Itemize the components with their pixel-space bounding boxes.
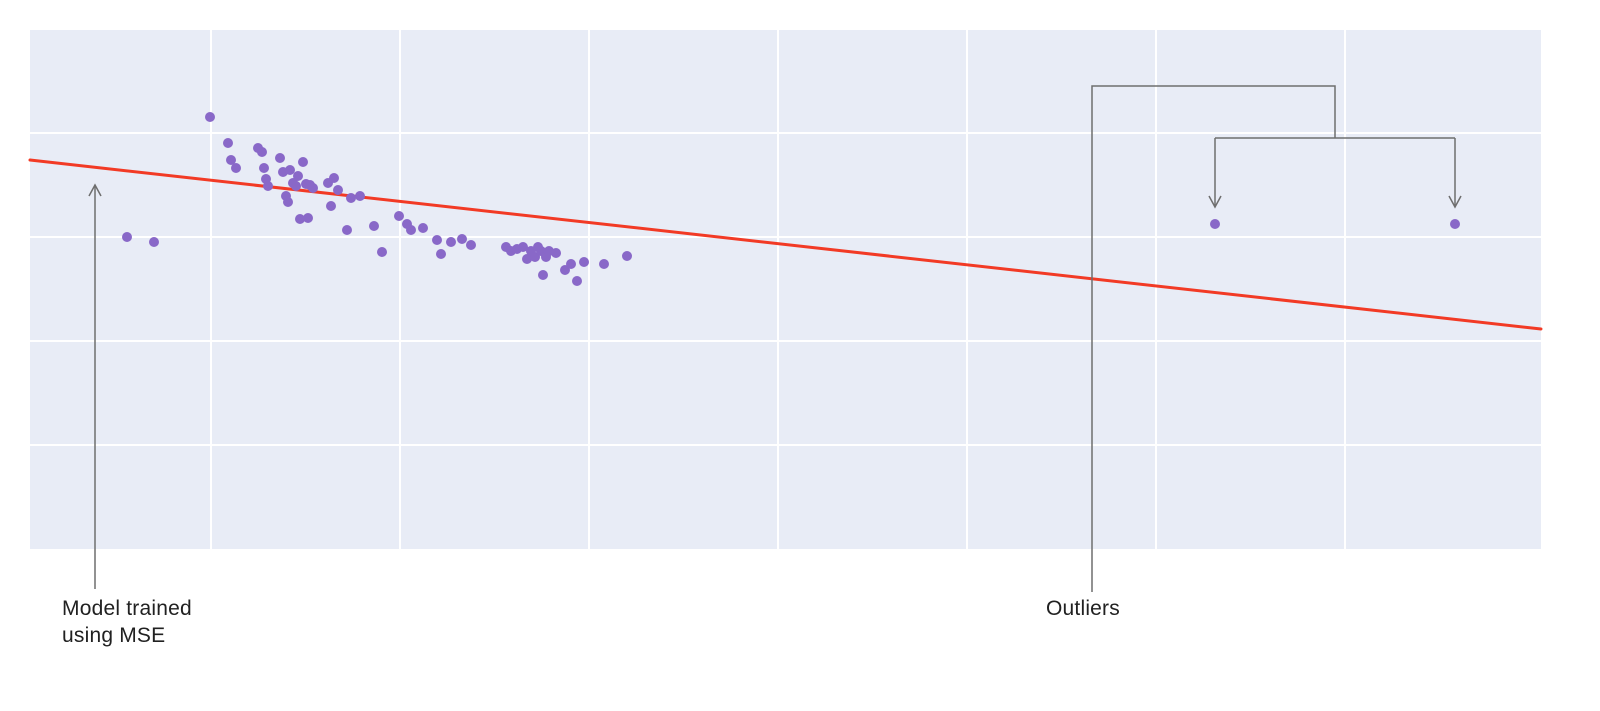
scatter-point [257,147,267,157]
scatter-point [432,235,442,245]
scatter-point [293,171,303,181]
scatter-point [572,276,582,286]
scatter-point [298,157,308,167]
scatter-point [457,234,467,244]
scatter-point [418,223,428,233]
scatter-point [223,138,233,148]
scatter-point [283,197,293,207]
scatter-point [303,213,313,223]
scatter-point [285,165,295,175]
scatter-point [333,185,343,195]
outlier-point [1450,219,1460,229]
scatter-point [291,181,301,191]
plot-background [30,30,1541,549]
mse-arrowhead-icon [88,183,102,197]
scatter-point [566,259,576,269]
scatter-point [308,183,318,193]
scatter-point [205,112,215,122]
scatter-point [346,193,356,203]
scatter-point [329,173,339,183]
scatter-point [226,155,236,165]
scatter-point [342,225,352,235]
scatter-point [446,237,456,247]
scatter-point [466,240,476,250]
outlier-bracket-stem [1091,85,1336,592]
scatter-point [518,242,528,252]
scatter-point [355,191,365,201]
scatter-point [377,247,387,257]
scatter-point [394,211,404,221]
outlier-arrowhead-right-icon [1448,195,1462,209]
scatter-point [579,257,589,267]
outlier-arrowhead-left-icon [1208,195,1222,209]
annotation-model-label: Model trained using MSE [62,597,192,647]
scatter-point [551,248,561,258]
regression-line [28,158,1543,331]
scatter-point [295,214,305,224]
scatter-point [149,237,159,247]
annotation-outliers-label: Outliers [1046,597,1120,620]
scatter-point [599,259,609,269]
scatter-point [522,254,532,264]
scatter-point [326,201,336,211]
scatter-point [231,163,241,173]
outlier-point [1210,219,1220,229]
scatter-point [275,153,285,163]
scatter-point [259,163,269,173]
scatter-point [263,181,273,191]
scatter-point [622,251,632,261]
scatter-point [122,232,132,242]
scatter-point [436,249,446,259]
scatter-point [538,270,548,280]
scatter-point [406,225,416,235]
scatter-point [369,221,379,231]
